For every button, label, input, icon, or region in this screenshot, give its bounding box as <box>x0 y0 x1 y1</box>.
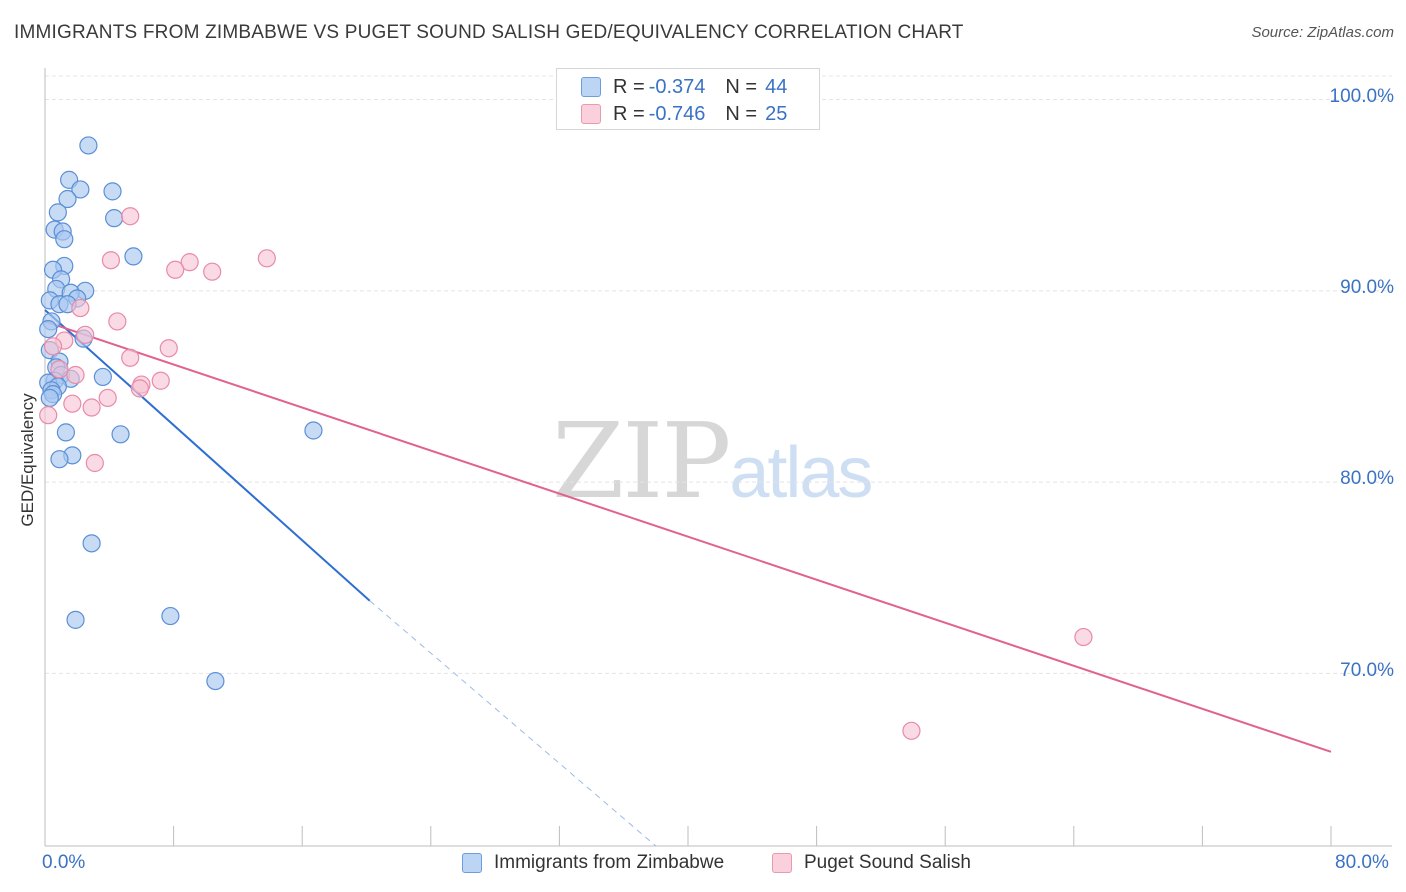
bottom-legend-swatch-salish <box>772 853 792 873</box>
zimbabwe-point-4 <box>58 189 77 209</box>
legend-r-value: -0.746 <box>648 102 706 125</box>
zimbabwe-point-35 <box>40 388 59 408</box>
salish-point-12 <box>121 348 140 367</box>
salish-point-17 <box>130 379 149 398</box>
salish-point-21 <box>39 406 58 425</box>
salish-point-22 <box>85 453 104 473</box>
legend-n-value: 44 <box>765 75 788 98</box>
salish-point-15 <box>151 371 170 390</box>
y-tick-label-70: 70.0% <box>1340 660 1394 681</box>
zimbabwe-trend-extension <box>369 600 657 847</box>
y-tick-label-100: 100.0% <box>1329 86 1394 107</box>
source-credit: Source: ZipAtlas.com <box>1251 24 1394 41</box>
legend-row-salish: R = -0.746 N = 25 <box>581 102 787 126</box>
zimbabwe-point-44 <box>206 671 225 691</box>
zimbabwe-point-0 <box>79 136 98 155</box>
legend-row-zimbabwe: R = -0.374 N = 44 <box>581 75 787 99</box>
zimbabwe-point-40 <box>50 450 69 469</box>
zimbabwe-point-41 <box>82 534 101 553</box>
salish-point-14 <box>66 365 85 385</box>
salish-point-0 <box>121 207 140 226</box>
salish-point-19 <box>63 394 82 413</box>
legend-swatch-zimbabwe <box>581 77 601 97</box>
data-points <box>39 136 1093 740</box>
salish-point-4 <box>166 260 185 279</box>
zimbabwe-point-10 <box>124 247 143 266</box>
salish-point-5 <box>203 262 222 281</box>
salish-point-7 <box>108 312 127 331</box>
legend-r-label: R = <box>613 75 645 98</box>
zimbabwe-point-9 <box>55 230 74 249</box>
zimbabwe-point-3 <box>103 182 122 201</box>
salish-point-3 <box>257 249 276 268</box>
chart-title: IMMIGRANTS FROM ZIMBABWE VS PUGET SOUND … <box>14 22 964 43</box>
zimbabwe-point-28 <box>93 367 112 387</box>
salish-point-6 <box>71 298 90 318</box>
trend-lines <box>44 309 1332 847</box>
salish-point-8 <box>76 325 95 344</box>
correlation-legend: R = -0.374 N = 44 R = -0.746 N = 25 <box>556 68 820 130</box>
salish-point-23 <box>1074 627 1093 647</box>
zimbabwe-point-42 <box>161 606 180 626</box>
y-axis-label: GED/Equivalency <box>18 393 37 527</box>
bottom-legend-swatch-zimbabwe <box>462 853 482 873</box>
zimbabwe-point-22 <box>39 319 58 339</box>
salish-trend-line <box>44 320 1332 753</box>
zimbabwe-point-38 <box>111 425 130 444</box>
bottom-legend-zimbabwe: Immigrants from Zimbabwe <box>462 852 724 874</box>
y-tick-label-80: 80.0% <box>1340 468 1394 489</box>
legend-r-value: -0.374 <box>648 75 706 98</box>
zimbabwe-point-6 <box>105 209 124 228</box>
legend-swatch-salish <box>581 104 601 124</box>
watermark-atlas: atlas <box>729 433 873 513</box>
legend-n-value: 25 <box>765 102 788 125</box>
salish-point-2 <box>180 253 199 272</box>
salish-point-13 <box>50 360 69 379</box>
legend-n-label: N = <box>725 75 758 98</box>
gridlines <box>45 75 1392 674</box>
legend-r-label: R = <box>613 102 645 125</box>
bottom-legend-salish: Puget Sound Salish <box>772 852 971 874</box>
zimbabwe-trend-line <box>44 309 371 602</box>
salish-point-18 <box>98 388 117 408</box>
zimbabwe-point-43 <box>66 610 85 629</box>
salish-point-20 <box>82 398 101 417</box>
y-tick-label-90: 90.0% <box>1340 277 1394 298</box>
salish-point-1 <box>101 251 121 270</box>
zimbabwe-point-5 <box>48 203 67 222</box>
salish-point-11 <box>159 339 178 358</box>
bottom-legend-label-salish: Puget Sound Salish <box>804 852 971 873</box>
zimbabwe-point-2 <box>71 180 90 199</box>
salish-point-24 <box>902 721 921 740</box>
salish-point-10 <box>43 337 63 356</box>
axes <box>44 68 1392 847</box>
zimbabwe-point-36 <box>304 421 323 440</box>
bottom-legend-label-zimbabwe: Immigrants from Zimbabwe <box>494 852 725 873</box>
x-tick-label-min: 0.0% <box>42 852 86 873</box>
legend-n-label: N = <box>725 102 758 125</box>
zimbabwe-point-37 <box>56 423 75 442</box>
x-tick-label-max: 80.0% <box>1335 852 1389 873</box>
